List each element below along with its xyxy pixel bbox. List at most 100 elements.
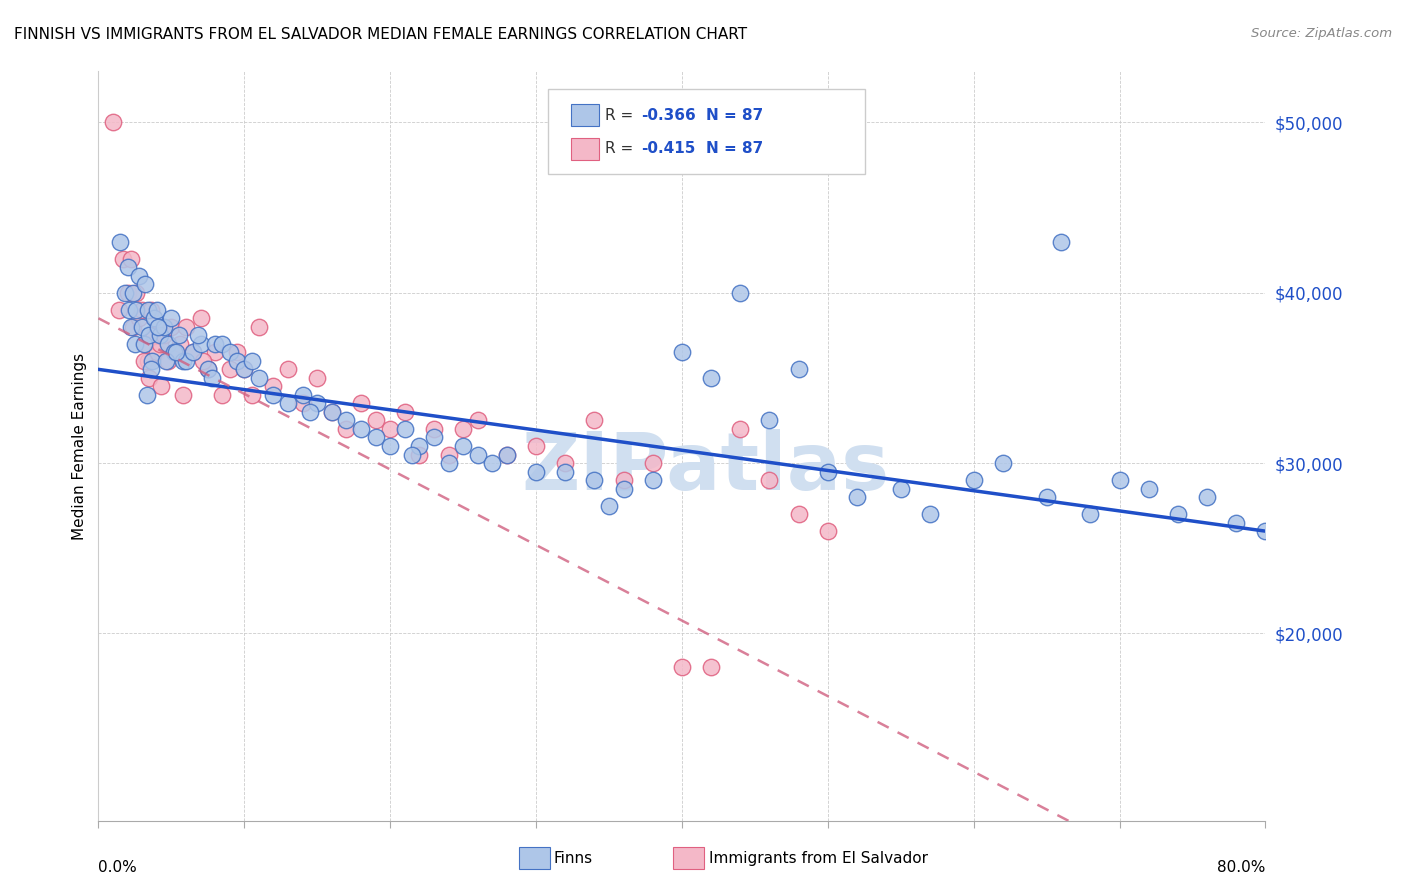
Point (125, 302, 148, 317)
Point (380, 422, 402, 436)
Point (730, 422, 752, 436)
Point (598, 499, 620, 513)
Point (277, 396, 299, 410)
Point (118, 302, 141, 317)
Point (181, 345, 204, 359)
Point (165, 345, 187, 359)
Point (117, 260, 139, 275)
Point (758, 413, 780, 427)
Point (211, 336, 233, 351)
Point (135, 388, 157, 402)
Point (128, 268, 150, 283)
Point (247, 371, 270, 385)
Point (298, 405, 321, 419)
Point (197, 362, 219, 376)
Point (149, 328, 172, 343)
Point (132, 354, 155, 368)
Point (787, 507, 810, 521)
Point (496, 448, 519, 462)
Point (787, 362, 810, 376)
Point (321, 405, 343, 419)
Point (401, 448, 423, 462)
Point (380, 439, 402, 453)
Point (467, 413, 489, 427)
Point (583, 413, 606, 427)
Point (218, 362, 240, 376)
Point (846, 490, 869, 504)
Text: 0.0%: 0.0% (98, 860, 138, 874)
Text: N = 87: N = 87 (706, 108, 763, 122)
Point (240, 354, 263, 368)
Text: ZIPatlas: ZIPatlas (522, 429, 890, 508)
Point (148, 319, 170, 334)
Point (671, 345, 693, 359)
Point (641, 473, 664, 487)
Point (139, 362, 162, 376)
Point (132, 336, 155, 351)
Point (423, 430, 446, 444)
Point (155, 354, 177, 368)
Text: FINNISH VS IMMIGRANTS FROM EL SALVADOR MEDIAN FEMALE EARNINGS CORRELATION CHART: FINNISH VS IMMIGRANTS FROM EL SALVADOR M… (14, 27, 747, 42)
Point (817, 465, 839, 479)
Point (700, 660, 723, 674)
Point (112, 252, 135, 266)
Text: Immigrants from El Salvador: Immigrants from El Salvador (709, 851, 928, 865)
Text: R =: R = (605, 142, 638, 156)
Point (139, 302, 162, 317)
Point (138, 328, 160, 343)
Point (524, 465, 547, 479)
Point (408, 448, 430, 462)
Point (321, 405, 343, 419)
Point (172, 354, 194, 368)
Point (153, 328, 176, 343)
Point (108, 302, 131, 317)
Point (128, 311, 150, 326)
Point (307, 371, 329, 385)
Point (204, 336, 226, 351)
Point (350, 422, 373, 436)
Point (181, 345, 204, 359)
Point (730, 285, 752, 300)
Point (122, 319, 145, 334)
Point (307, 396, 329, 410)
Point (204, 345, 226, 359)
Point (165, 345, 187, 359)
Point (613, 473, 636, 487)
Point (134, 336, 156, 351)
Point (291, 388, 314, 402)
Point (160, 311, 183, 326)
Point (671, 660, 693, 674)
Point (437, 456, 460, 470)
Point (190, 311, 212, 326)
Point (524, 439, 547, 453)
Point (364, 430, 387, 444)
Point (122, 285, 145, 300)
Point (172, 388, 194, 402)
Point (423, 422, 446, 436)
Point (138, 371, 160, 385)
Y-axis label: Median Female Earnings: Median Female Earnings (72, 352, 87, 540)
Point (1137, 482, 1160, 496)
Point (467, 448, 489, 462)
Point (150, 379, 173, 393)
Point (394, 405, 416, 419)
Point (554, 465, 576, 479)
Point (394, 422, 416, 436)
Point (157, 336, 180, 351)
Point (197, 362, 219, 376)
Point (134, 277, 156, 292)
Point (613, 482, 636, 496)
Point (481, 456, 503, 470)
Text: R =: R = (605, 108, 638, 122)
Point (174, 354, 197, 368)
Point (408, 439, 430, 453)
Point (437, 448, 460, 462)
Point (451, 422, 474, 436)
Point (169, 336, 191, 351)
Point (240, 388, 263, 402)
Text: -0.366: -0.366 (641, 108, 696, 122)
Point (141, 354, 163, 368)
Point (583, 473, 606, 487)
Point (335, 413, 357, 427)
Point (174, 319, 197, 334)
